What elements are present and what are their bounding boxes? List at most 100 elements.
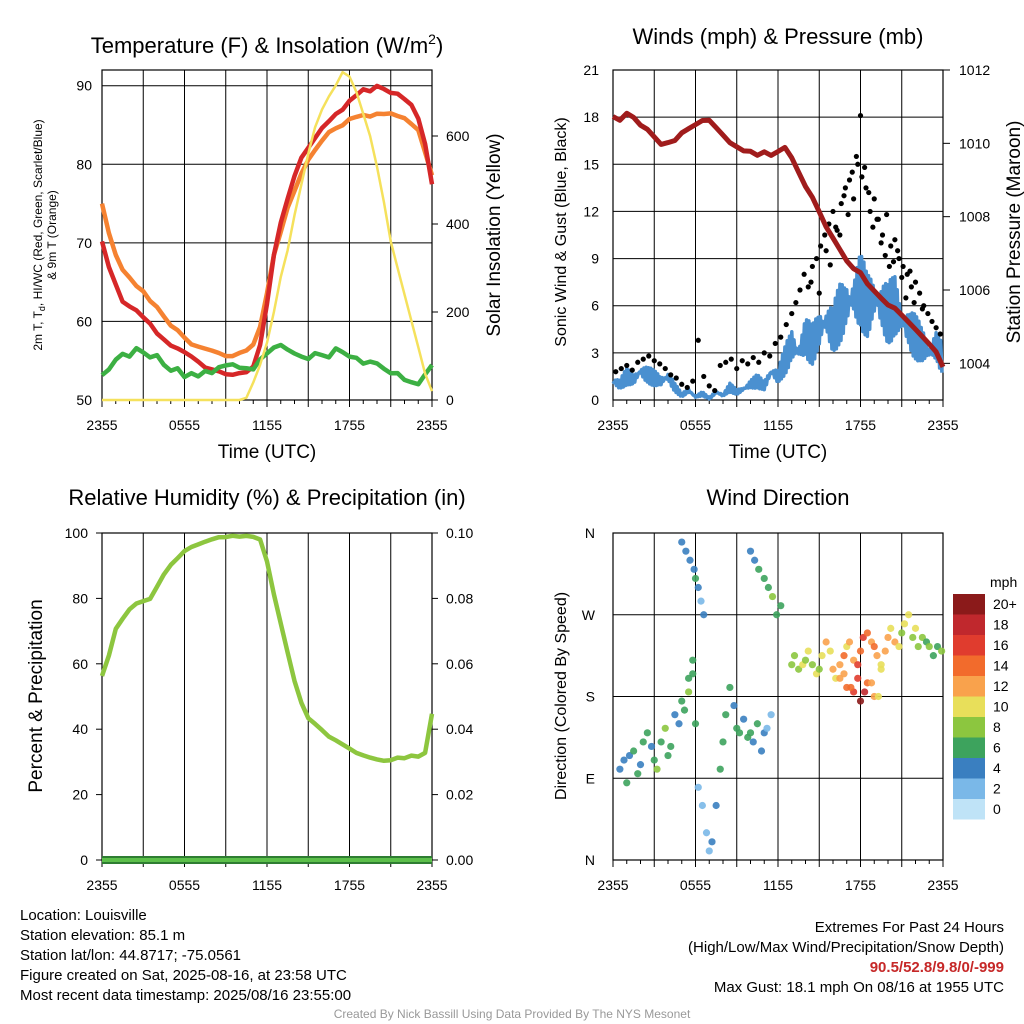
gust-point	[783, 321, 789, 328]
gust-point	[890, 259, 897, 265]
gust-point	[842, 185, 848, 191]
direction-point	[768, 592, 777, 601]
direction-point	[716, 765, 724, 773]
gust-point	[809, 263, 815, 270]
extremes-info: Extremes For Past 24 Hours (High/Low/Max…	[688, 918, 1004, 998]
direction-point	[808, 661, 816, 669]
winds-pressure-chart: 0 3 6 9 12 15 18 21 1004 1006 1008 1010 1012 2355 0555…	[553, 24, 1024, 463]
direction-point	[746, 729, 755, 737]
direction-point	[788, 661, 796, 669]
gust-point	[690, 378, 696, 384]
y-tick-label-right: 1006	[959, 282, 990, 298]
x-tick-label: 0555	[169, 417, 200, 433]
direction-point	[686, 556, 694, 564]
direction-point	[630, 747, 638, 755]
gust-point	[635, 359, 641, 365]
direction-point	[801, 656, 810, 664]
direction-point	[773, 611, 781, 619]
colorbar-label: 8	[993, 719, 1001, 735]
y-tick-label-right: 200	[446, 304, 470, 320]
pressure-line	[611, 110, 946, 368]
series-line-2	[100, 342, 434, 387]
x-tick-label: 1755	[334, 877, 365, 893]
gust-point	[657, 361, 663, 367]
gust-point	[793, 299, 799, 306]
gust-point	[900, 263, 906, 270]
direction-point	[685, 674, 693, 682]
gust-point	[884, 211, 890, 218]
direction-point	[667, 742, 675, 751]
gust-point	[912, 279, 919, 285]
direction-point	[836, 661, 844, 669]
direction-point	[705, 847, 713, 855]
direction-point	[694, 783, 702, 791]
direction-point	[929, 652, 937, 660]
gust-point	[849, 169, 855, 175]
colorbar-swatch	[953, 799, 985, 820]
gust-point	[613, 369, 619, 375]
direction-point	[616, 765, 624, 773]
chart-title: Wind Direction	[706, 485, 849, 510]
gust-point	[797, 287, 803, 293]
colorbar-swatch	[953, 717, 985, 738]
gust-point	[845, 211, 851, 218]
direction-point	[751, 556, 759, 564]
gust-point	[841, 193, 847, 199]
x-axis-label: Time (UTC)	[729, 442, 828, 463]
direction-point	[650, 756, 658, 764]
direction-point	[898, 629, 906, 637]
y-tick-label: N	[585, 852, 595, 868]
direction-point	[719, 738, 727, 746]
colorbar-swatch	[953, 594, 985, 615]
direction-point	[925, 642, 933, 651]
colorbar-swatch	[953, 696, 985, 717]
direction-point	[675, 720, 683, 728]
colorbar-label: 6	[993, 740, 1001, 756]
gust-point	[701, 373, 707, 380]
direction-point	[877, 665, 885, 673]
direction-point	[685, 688, 693, 696]
y-tick-label-left: 60	[76, 313, 92, 329]
x-tick-label: 1155	[763, 877, 793, 893]
direction-point	[708, 838, 716, 846]
gust-point	[813, 255, 820, 262]
gust-point	[908, 284, 914, 290]
direction-point	[698, 801, 706, 810]
x-tick-label: 2355	[597, 877, 628, 893]
x-tick-label: 1755	[334, 417, 365, 433]
series-line-1	[99, 83, 435, 378]
direction-point	[822, 638, 830, 646]
colorbar-unit: mph	[990, 574, 1017, 590]
gust-point	[706, 383, 712, 389]
gust-point	[925, 310, 931, 317]
humidity-line	[99, 533, 435, 764]
x-tick-label: 2355	[86, 877, 117, 893]
gust-point	[870, 224, 876, 230]
direction-point	[829, 665, 837, 673]
direction-point	[854, 674, 862, 682]
gust-point	[673, 375, 679, 381]
direction-point	[900, 620, 909, 628]
gust-point	[862, 164, 868, 171]
y-axis-label: Direction (Colored By Speed)	[553, 592, 570, 800]
gust-point	[629, 367, 635, 373]
direction-point	[911, 624, 920, 632]
direction-point	[763, 724, 771, 732]
y-tick-label-left: 21	[583, 62, 599, 78]
colorbar-swatch	[953, 778, 985, 799]
x-tick-label: 0555	[680, 417, 711, 433]
y-tick-label-right: 0.10	[446, 525, 473, 541]
gust-point	[937, 331, 943, 337]
gust-point	[867, 208, 873, 215]
y-tick-label-left: 15	[583, 156, 599, 172]
x-tick-label: 2355	[927, 877, 958, 893]
chart-title: Relative Humidity (%) & Precipitation (i…	[68, 485, 465, 510]
colorbar-swatch	[953, 635, 985, 656]
gust-point	[911, 299, 917, 306]
direction-point	[634, 770, 642, 778]
direction-point	[753, 720, 761, 728]
gust-point	[878, 240, 884, 246]
direction-point	[760, 574, 768, 583]
